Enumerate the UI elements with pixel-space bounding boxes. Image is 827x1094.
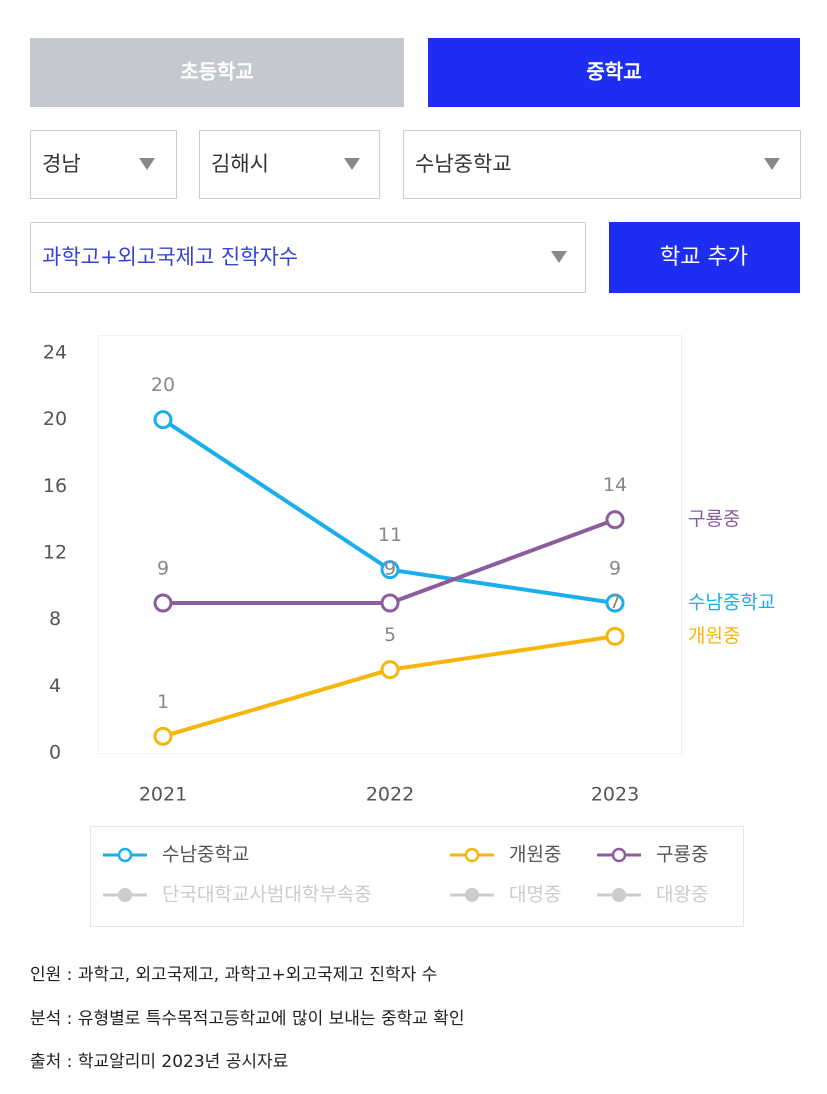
- data-point[interactable]: [380, 660, 400, 680]
- select-school[interactable]: [403, 130, 801, 199]
- y-tick-label: 16: [43, 475, 67, 497]
- legend-icon-marker: [118, 888, 132, 902]
- data-point[interactable]: [605, 510, 625, 530]
- data-label: 20: [151, 374, 175, 396]
- select-text: 경남: [42, 152, 81, 176]
- note: 출처 : 학교알리미 2023년 공시자료: [30, 1052, 288, 1072]
- data-point[interactable]: [153, 410, 173, 430]
- x-tick-label: 2022: [366, 784, 414, 806]
- tab-elementary[interactable]: [30, 38, 404, 107]
- select-metric[interactable]: [30, 222, 586, 293]
- data-label: 11: [378, 524, 402, 546]
- tab-label: 초등학교: [180, 60, 254, 84]
- legend-icon-marker: [611, 847, 627, 863]
- legend-label[interactable]: 단국대학교사범대학부속중: [162, 884, 372, 906]
- add-button-label: 학교 추가: [660, 245, 748, 270]
- legend-label[interactable]: 구룡중: [656, 844, 708, 866]
- dropdown-arrow: [139, 158, 155, 170]
- legend: [90, 826, 744, 927]
- dropdown-arrow: [764, 158, 780, 170]
- note: 분석 : 유형별로 특수목적고등학교에 많이 보내는 중학교 확인: [30, 1009, 465, 1029]
- legend-label[interactable]: 개원중: [509, 844, 561, 866]
- add-button[interactable]: [609, 222, 800, 293]
- y-tick-label: 24: [43, 342, 67, 364]
- legend-icon-marker: [464, 847, 480, 863]
- data-point[interactable]: [380, 560, 400, 580]
- legend-label[interactable]: 수남중학교: [162, 844, 249, 866]
- data-label: 7: [609, 591, 621, 613]
- data-point[interactable]: [153, 593, 173, 613]
- y-tick-label: 20: [43, 408, 67, 430]
- series-end-label: 수남중학교: [688, 592, 775, 614]
- legend-icon-marker: [612, 888, 626, 902]
- y-tick-label: 12: [43, 542, 67, 564]
- series-end-label: 구룡중: [688, 508, 740, 530]
- dropdown-arrow: [344, 158, 360, 170]
- data-label: 5: [384, 624, 396, 646]
- data-label: 9: [157, 558, 169, 580]
- data-point[interactable]: [605, 593, 625, 613]
- legend-icon-marker: [465, 888, 479, 902]
- data-label: 1: [157, 691, 169, 713]
- note: 인원 : 과학고, 외고국제고, 과학고+외고국제고 진학자 수: [30, 965, 437, 985]
- data-label: 14: [603, 474, 627, 496]
- y-tick-label: 8: [49, 608, 61, 630]
- legend-icon-marker: [117, 847, 133, 863]
- data-label: 9: [384, 558, 396, 580]
- x-tick-label: 2023: [591, 784, 639, 806]
- select-text: 과학고+외고국제고 진학자수: [42, 245, 298, 269]
- tab-label: 중학교: [586, 60, 641, 84]
- legend-label[interactable]: 대왕중: [656, 884, 708, 906]
- plot-area: [98, 335, 682, 754]
- data-point[interactable]: [153, 726, 173, 746]
- data-point[interactable]: [605, 626, 625, 646]
- y-tick-label: 4: [49, 675, 61, 697]
- dropdown-arrow: [551, 251, 567, 263]
- data-point[interactable]: [380, 593, 400, 613]
- select-text: 수남중학교: [415, 152, 512, 176]
- select-text: 김해시: [211, 152, 269, 176]
- y-tick-label: 0: [49, 742, 61, 764]
- data-label: 9: [609, 558, 621, 580]
- x-tick-label: 2021: [139, 784, 187, 806]
- tab-middle[interactable]: [428, 38, 800, 107]
- select-region[interactable]: [30, 130, 177, 199]
- legend-label[interactable]: 대명중: [509, 884, 561, 906]
- series-end-label: 개원중: [688, 625, 740, 647]
